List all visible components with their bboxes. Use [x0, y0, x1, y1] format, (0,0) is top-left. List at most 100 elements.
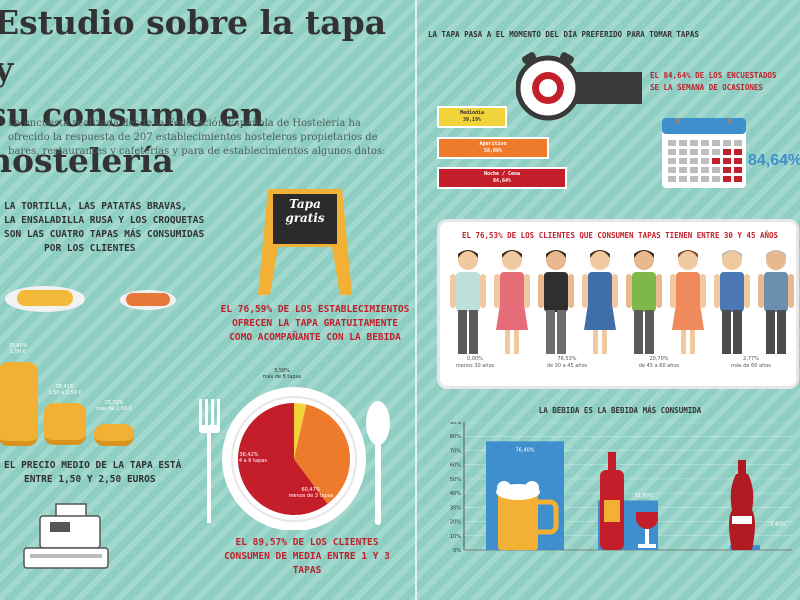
calendar-day [679, 158, 687, 164]
person-figure-1 [450, 250, 486, 354]
pie-red-text: menos de 3 tapas [288, 493, 334, 499]
title-line-1: Estudio sobre la tapa y [0, 3, 387, 88]
calendar-day [734, 140, 742, 146]
person-figure-5 [626, 250, 662, 354]
coin-label-2: 38,41% 1,50 a 2,50 € [46, 384, 84, 396]
wine-bottle-icon [600, 452, 658, 550]
calendar-day [734, 176, 742, 182]
age-label-3: 20,70% de 45 a 60 años [624, 356, 694, 370]
y-tick-label: 70% [450, 448, 461, 454]
person-figure-2 [494, 250, 530, 354]
y-tick-label: 60% [450, 463, 461, 469]
age-4-range: más de 60 años [731, 363, 771, 369]
time-bar-3-pct: 84,64% [492, 178, 512, 184]
y-tick-label: 10% [450, 534, 461, 540]
page-title: Estudio sobre la tapa y su consumo en ho… [0, 0, 400, 184]
y-tick-label: 0% [453, 548, 461, 554]
calendar-day [668, 167, 676, 173]
calendar-day [679, 140, 687, 146]
pie-small-text: más de 8 tapas [262, 374, 302, 380]
pie-slice-small [294, 403, 307, 459]
calendar-day [701, 140, 709, 146]
y-tick-label: 40% [450, 491, 461, 497]
y-tick-label: 20% [450, 520, 461, 526]
calendar-day [734, 167, 742, 173]
calendar-day [712, 149, 720, 155]
plate-caption-line-1: El 89,57% de los clientes [235, 537, 379, 548]
age-3-pct: 20,70% [649, 356, 669, 362]
fork-icon [199, 399, 220, 523]
time-bar-mediodia: Mediodía 39,19% [437, 106, 507, 128]
age-1-pct: 0,00% [467, 356, 483, 362]
time-bar-2-label: Aperitivo [479, 141, 507, 147]
pie-orange-text: de 4 a 6 tapas [231, 458, 267, 464]
clock-icon [516, 52, 642, 121]
y-tick-label: 50% [450, 477, 461, 483]
calendar-day [712, 167, 720, 173]
calendar-day [723, 149, 731, 155]
time-bar-2-pct: 58,86% [483, 148, 503, 154]
people-illustration [450, 250, 794, 354]
y-tick-label: 30% [450, 505, 461, 511]
calendar-day [701, 149, 709, 155]
pie-small-label: 3,58% más de 8 tapas [262, 368, 302, 380]
tortilla-caption: La tortilla, las patatas bravas, la ensa… [4, 200, 214, 256]
calendar-icon [662, 118, 746, 188]
age-groups-panel: El 76,53% de los clientes que consumen t… [437, 219, 799, 389]
coin-label-1: 35,40% 1,00 € [0, 343, 36, 355]
drink-heading: La bebida es la bebida más consumida [538, 406, 702, 415]
establecimientos-line-3: como acompañante con la bebida [229, 332, 401, 343]
cola-bottle-icon [729, 460, 755, 550]
time-bar-1-label: Mediodía [459, 110, 485, 116]
calendar-day [690, 167, 698, 173]
drink-bar-chart: 0% 10% 20% 30% 40% 50% 60% 70% 80% 90% 76,40% 34,80… [450, 422, 792, 554]
consumption-pie [238, 403, 351, 515]
pie-orange-label: 36,42% de 4 a 6 tapas [226, 452, 272, 464]
establecimientos-line-1: El 76,59% de los establecimientos [220, 304, 410, 315]
plate-pie-chart [199, 387, 390, 530]
age-2-range: de 30 a 45 años [546, 363, 588, 369]
person-figure-4 [582, 250, 618, 354]
bar-refresco-label: 3,40% [770, 522, 786, 528]
person-figure-7 [714, 250, 750, 354]
coin-2-price: 1,50 a 2,50 € [48, 390, 82, 396]
age-4-pct: 2,77% [743, 356, 759, 362]
calendar-day [668, 176, 676, 182]
bar-vino-label: 34,80% [634, 494, 653, 500]
calendar-day [690, 176, 698, 182]
beer-mug-icon [496, 481, 559, 550]
calendar-day [701, 158, 709, 164]
y-tick-label: 90% [450, 422, 461, 426]
plate-caption: El 89,57% de los clientes consumen de me… [212, 536, 402, 578]
time-bar-aperitivo: Aperitivo 58,86% [437, 137, 549, 159]
tortilla-line-3: son las cuatro tapas más consumidas [4, 229, 205, 240]
calendar-day [712, 176, 720, 182]
calendar-day [679, 176, 687, 182]
pie-small-pct: 3,58% [274, 368, 290, 374]
precio-line-1: El precio medio de la tapa está [4, 460, 182, 471]
calendar-day [723, 167, 731, 173]
coin-3-pct: 25,72% [104, 400, 124, 406]
coin-1-pct: 35,40% [8, 343, 28, 349]
plate-caption-line-2: consumen de media entre 1 y 3 tapas [224, 551, 390, 576]
tapa-gratis-sign-icon [258, 189, 352, 295]
calendar-day [679, 167, 687, 173]
calendar-day [690, 140, 698, 146]
calendar-day [690, 158, 698, 164]
pie-orange-pct: 36,42% [239, 452, 259, 458]
bar-cerveza-label: 76,40% [515, 447, 534, 453]
calendar-day [668, 158, 676, 164]
calendar-day [679, 149, 687, 155]
sign-text: Tapa gratis [276, 197, 334, 225]
time-heading: La tapa pasa a el momento del día prefer… [428, 30, 699, 39]
coin-3-price: más de 2,50 € [96, 406, 132, 412]
title-line-2: su consumo en hostelería [0, 95, 265, 180]
spoon-icon [366, 401, 390, 525]
age-heading: El 76,53% de los clientes que consumen t… [461, 231, 779, 240]
tortilla-line-2: la ensaladilla rusa y los croquetas [4, 215, 205, 226]
weekend-caption: El 84,64% de los encuestados se la seman… [650, 70, 800, 94]
pie-red-pct: 60,47% [301, 487, 321, 493]
calendar-day [668, 149, 676, 155]
establecimientos-caption: El 76,59% de los establecimientos ofrece… [215, 303, 415, 345]
precio-caption: El precio medio de la tapa está entre 1,… [4, 459, 204, 487]
